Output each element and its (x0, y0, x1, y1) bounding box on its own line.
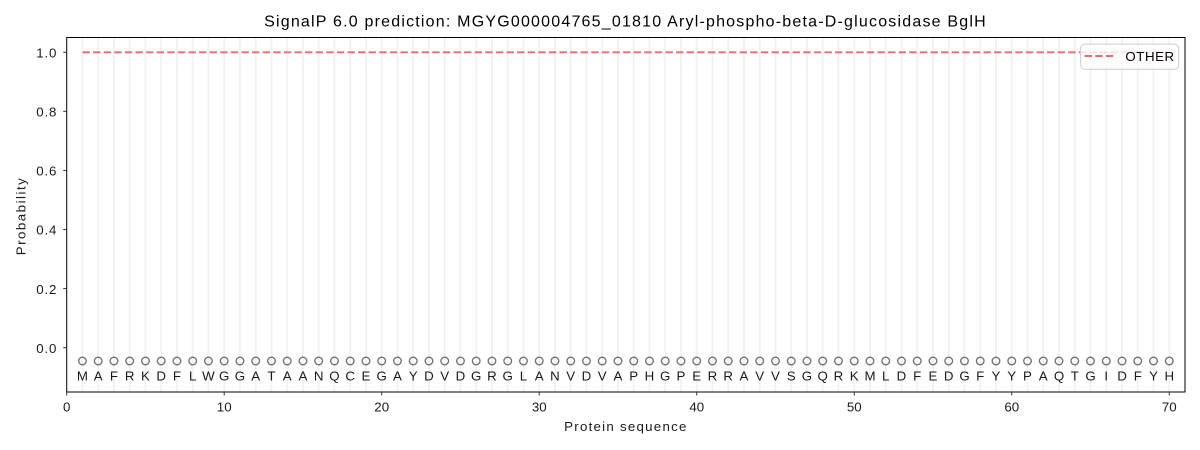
svg-text:G: G (219, 369, 229, 384)
svg-text:N: N (314, 369, 324, 384)
svg-text:Q: Q (1054, 369, 1064, 384)
svg-text:S: S (787, 369, 796, 384)
svg-text:L: L (882, 369, 889, 384)
svg-text:70: 70 (1162, 399, 1177, 414)
svg-text:Y: Y (409, 369, 418, 384)
svg-text:G: G (377, 369, 387, 384)
svg-text:F: F (173, 369, 181, 384)
svg-text:0.0: 0.0 (36, 341, 57, 356)
svg-text:G: G (1085, 369, 1095, 384)
svg-text:A: A (535, 369, 544, 384)
svg-text:Y: Y (1149, 369, 1158, 384)
svg-text:A: A (393, 369, 402, 384)
svg-text:P: P (629, 369, 638, 384)
svg-text:A: A (94, 369, 103, 384)
svg-text:R: R (487, 369, 497, 384)
svg-text:M: M (864, 369, 875, 384)
svg-text:D: D (582, 369, 592, 384)
svg-text:10: 10 (217, 399, 232, 414)
svg-text:I: I (1104, 369, 1108, 384)
svg-text:OTHER: OTHER (1125, 49, 1174, 64)
svg-text:V: V (598, 369, 607, 384)
svg-text:E: E (692, 369, 701, 384)
svg-text:V: V (771, 369, 780, 384)
svg-text:T: T (1071, 369, 1079, 384)
svg-text:Y: Y (992, 369, 1001, 384)
svg-text:H: H (1164, 369, 1174, 384)
svg-text:V: V (755, 369, 764, 384)
svg-text:A: A (251, 369, 260, 384)
svg-text:Y: Y (1007, 369, 1016, 384)
svg-text:C: C (345, 369, 355, 384)
svg-text:G: G (503, 369, 513, 384)
svg-text:F: F (913, 369, 921, 384)
svg-text:A: A (1039, 369, 1048, 384)
svg-text:60: 60 (1004, 399, 1019, 414)
svg-text:G: G (471, 369, 481, 384)
svg-text:0.6: 0.6 (36, 164, 57, 179)
svg-text:L: L (520, 369, 527, 384)
svg-text:V: V (566, 369, 575, 384)
svg-text:T: T (267, 369, 275, 384)
svg-text:1.0: 1.0 (36, 45, 57, 60)
svg-text:0: 0 (63, 399, 70, 414)
svg-text:R: R (834, 369, 844, 384)
svg-text:40: 40 (689, 399, 704, 414)
svg-text:0.4: 0.4 (36, 223, 57, 238)
svg-text:H: H (645, 369, 655, 384)
svg-text:Protein sequence: Protein sequence (564, 419, 688, 434)
svg-text:G: G (802, 369, 812, 384)
svg-text:R: R (723, 369, 733, 384)
svg-text:W: W (202, 369, 215, 384)
svg-text:V: V (440, 369, 449, 384)
svg-text:P: P (677, 369, 686, 384)
svg-text:G: G (959, 369, 969, 384)
svg-text:A: A (283, 369, 292, 384)
svg-text:G: G (235, 369, 245, 384)
svg-text:M: M (77, 369, 88, 384)
svg-text:R: R (708, 369, 718, 384)
svg-text:0.8: 0.8 (36, 105, 57, 120)
svg-text:A: A (614, 369, 623, 384)
svg-text:K: K (141, 369, 150, 384)
svg-text:L: L (189, 369, 196, 384)
svg-text:F: F (1134, 369, 1142, 384)
svg-text:K: K (850, 369, 859, 384)
svg-text:D: D (1117, 369, 1127, 384)
svg-text:D: D (156, 369, 166, 384)
svg-text:SignalP 6.0 prediction: MGYG00: SignalP 6.0 prediction: MGYG000004765_01… (264, 14, 987, 31)
svg-text:Q: Q (818, 369, 828, 384)
svg-text:G: G (660, 369, 670, 384)
svg-text:E: E (929, 369, 938, 384)
svg-text:D: D (456, 369, 466, 384)
svg-text:Probability: Probability (13, 177, 28, 256)
svg-text:P: P (1023, 369, 1032, 384)
svg-text:D: D (424, 369, 434, 384)
svg-text:A: A (299, 369, 308, 384)
svg-text:A: A (740, 369, 749, 384)
svg-text:20: 20 (374, 399, 389, 414)
svg-text:F: F (976, 369, 984, 384)
svg-text:N: N (550, 369, 560, 384)
svg-text:Q: Q (329, 369, 339, 384)
svg-text:D: D (944, 369, 954, 384)
svg-text:R: R (125, 369, 135, 384)
svg-text:50: 50 (847, 399, 862, 414)
svg-text:F: F (110, 369, 118, 384)
svg-text:E: E (362, 369, 371, 384)
svg-text:D: D (897, 369, 907, 384)
svg-text:30: 30 (532, 399, 547, 414)
svg-text:0.2: 0.2 (36, 282, 57, 297)
